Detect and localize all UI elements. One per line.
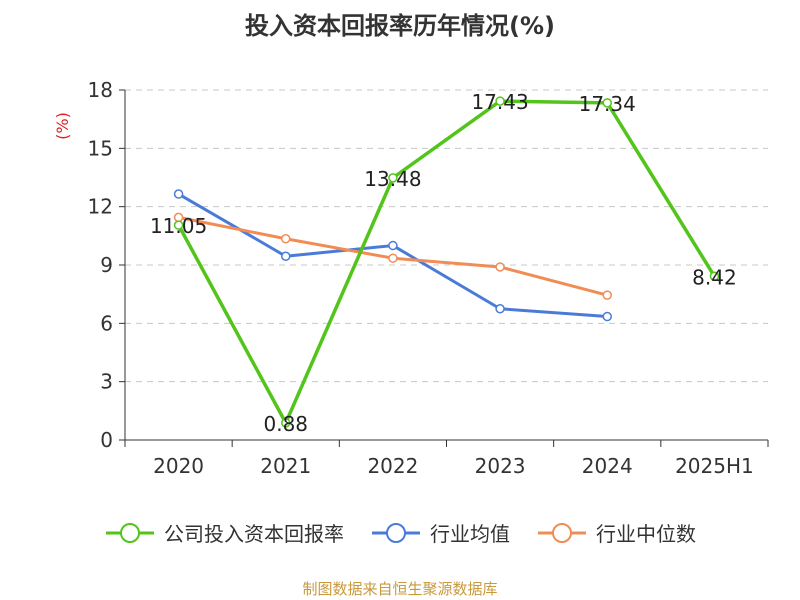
legend-label: 行业中位数 [596, 522, 696, 546]
legend-swatch-icon [372, 522, 420, 543]
data-label: 8.42 [692, 265, 737, 289]
y-axis-label: (%) [53, 112, 72, 140]
data-point [281, 251, 291, 261]
x-tick-label: 2024 [582, 454, 633, 478]
data-point [495, 262, 505, 272]
data-point [602, 311, 612, 322]
y-tick-label: 6 [100, 311, 113, 335]
data-point [388, 253, 398, 263]
data-point [495, 304, 505, 314]
x-tick-label: 2025H1 [675, 454, 754, 478]
data-point [281, 418, 291, 428]
data-point [495, 96, 505, 106]
legend-swatch-marker [120, 522, 140, 543]
data-labels: 11.05 0.88 13.48 17.43 17.34 8.42 [150, 90, 737, 436]
y-tick-label: 12 [88, 195, 113, 219]
data-point [388, 240, 398, 251]
data-label: 0.88 [263, 412, 308, 436]
axes: 0 3 6 9 12 15 18 (%) 2020 2021 2022 2023 2024 2025H1 [53, 78, 769, 478]
legend-item[interactable]: 公司投入资本回报率 [104, 518, 344, 547]
y-tick-label: 15 [88, 136, 113, 160]
data-label: 17.43 [471, 90, 528, 114]
legend-swatch-icon [106, 522, 154, 543]
legend-label: 公司投入资本回报率 [164, 522, 344, 546]
source-note: 制图数据来自恒生聚源数据库 [302, 580, 498, 598]
data-point [173, 189, 184, 199]
legend-item[interactable]: 行业均值 [370, 518, 510, 547]
y-tick-label: 3 [100, 370, 113, 394]
chart-title: 投入资本回报率历年情况(%) [245, 12, 555, 40]
data-point [602, 98, 612, 108]
legend-swatch-icon [538, 522, 586, 543]
data-label: 13.48 [364, 167, 421, 191]
legend-item[interactable]: 行业中位数 [536, 518, 696, 547]
data-point [173, 220, 184, 230]
legend-swatch-marker [386, 522, 406, 543]
legend: 公司投入资本回报率 行业均值 行业中位数 [0, 518, 800, 547]
x-tick-label: 2021 [260, 454, 311, 478]
data-point [709, 271, 720, 282]
legend-swatch-marker [552, 522, 572, 543]
data-point [281, 234, 291, 244]
series-layer [173, 96, 720, 428]
data-point [602, 290, 612, 300]
grid-lines [125, 89, 768, 383]
y-tick-label: 9 [100, 253, 113, 277]
x-tick-label: 2023 [475, 454, 526, 478]
y-tick-label: 18 [88, 78, 113, 102]
y-tick-label: 0 [100, 428, 113, 452]
legend-label: 行业均值 [430, 522, 510, 546]
data-label: 11.05 [150, 214, 207, 238]
data-label: 17.34 [579, 92, 636, 116]
x-tick-label: 2022 [367, 454, 418, 478]
series-line [177, 99, 716, 425]
x-tick-label: 2020 [153, 454, 204, 478]
data-point [388, 173, 398, 183]
